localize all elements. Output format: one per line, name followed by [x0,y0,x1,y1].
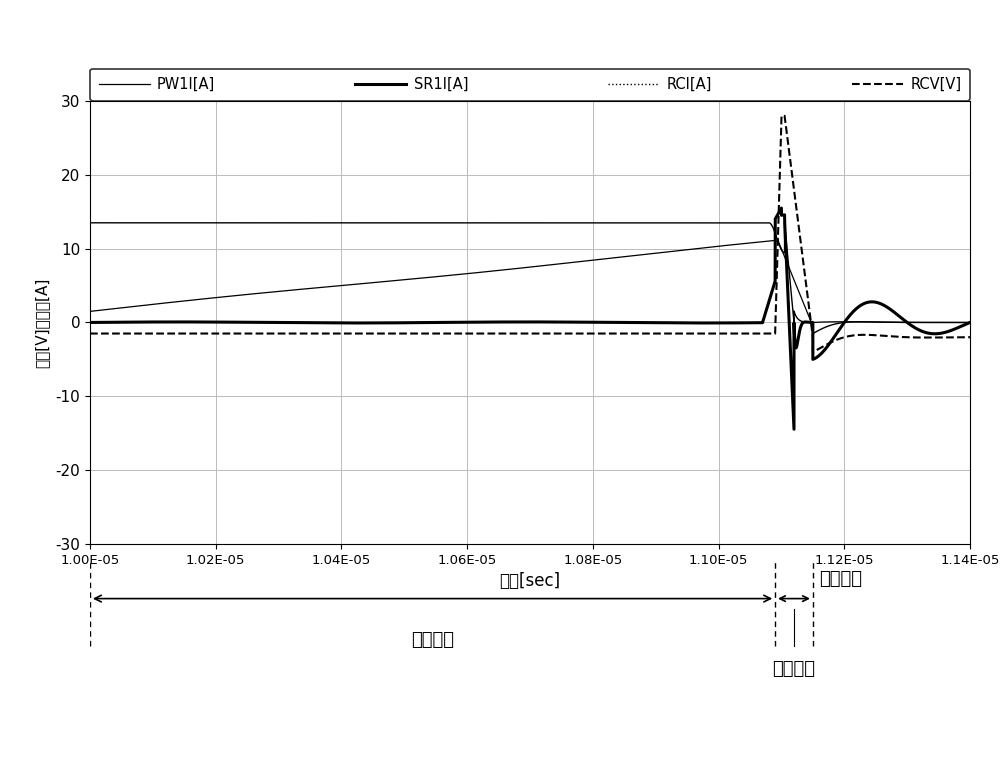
SR1I[A] [131,318,143,327]
Text: 第二工序: 第二工序 [411,631,454,650]
RCV[V] [131,329,143,338]
RCV[V] [84,329,96,338]
PW1I[A] [84,307,96,316]
Line: RCV[V]: RCV[V] [90,116,970,352]
RCI[A] [947,318,959,327]
PW1I[A] [675,246,687,255]
SR1I[A] [947,325,959,334]
Line: RCI[A]: RCI[A] [90,223,970,333]
SR1I[A] [239,318,251,327]
RCV[V] [675,329,687,338]
RCI[A] [675,218,687,228]
RCI[A] [131,218,143,228]
SR1I[A] [788,424,800,434]
Text: 第三工序: 第三工序 [773,660,816,678]
RCV[V] [775,111,787,120]
RCV[V] [775,111,787,120]
RCV[V] [768,329,780,338]
PW1I[A] [964,318,976,327]
X-axis label: 时间[sec]: 时间[sec] [499,572,561,591]
PW1I[A] [768,236,780,246]
SR1I[A] [675,319,687,328]
RCI[A] [775,246,787,255]
SR1I[A] [775,204,787,213]
RCV[V] [964,333,976,342]
RCV[V] [239,329,251,338]
PW1I[A] [807,322,819,331]
Line: SR1I[A]: SR1I[A] [90,208,970,429]
SR1I[A] [768,279,780,288]
RCV[V] [807,347,819,357]
RCI[A] [768,226,780,235]
PW1I[A] [769,235,781,245]
Y-axis label: 电压[V]或电流[A]: 电压[V]或电流[A] [35,277,50,368]
SR1I[A] [775,211,787,220]
PW1I[A] [947,318,959,327]
RCI[A] [807,329,819,338]
RCI[A] [964,318,976,327]
RCV[V] [947,333,959,342]
SR1I[A] [964,318,976,327]
RCI[A] [239,218,251,228]
PW1I[A] [775,244,787,253]
PW1I[A] [239,290,251,299]
Legend: PW1I[A], SR1I[A], RCI[A], RCV[V]: PW1I[A], SR1I[A], RCI[A], RCV[V] [90,68,970,101]
Line: PW1I[A]: PW1I[A] [90,240,970,326]
RCI[A] [84,218,96,228]
Text: 第四工序: 第四工序 [819,570,862,587]
SR1I[A] [84,318,96,327]
PW1I[A] [131,301,143,311]
